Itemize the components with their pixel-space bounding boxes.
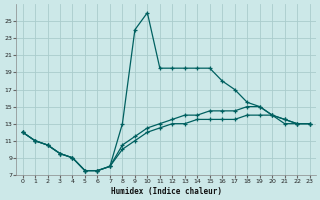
X-axis label: Humidex (Indice chaleur): Humidex (Indice chaleur) [111,187,221,196]
